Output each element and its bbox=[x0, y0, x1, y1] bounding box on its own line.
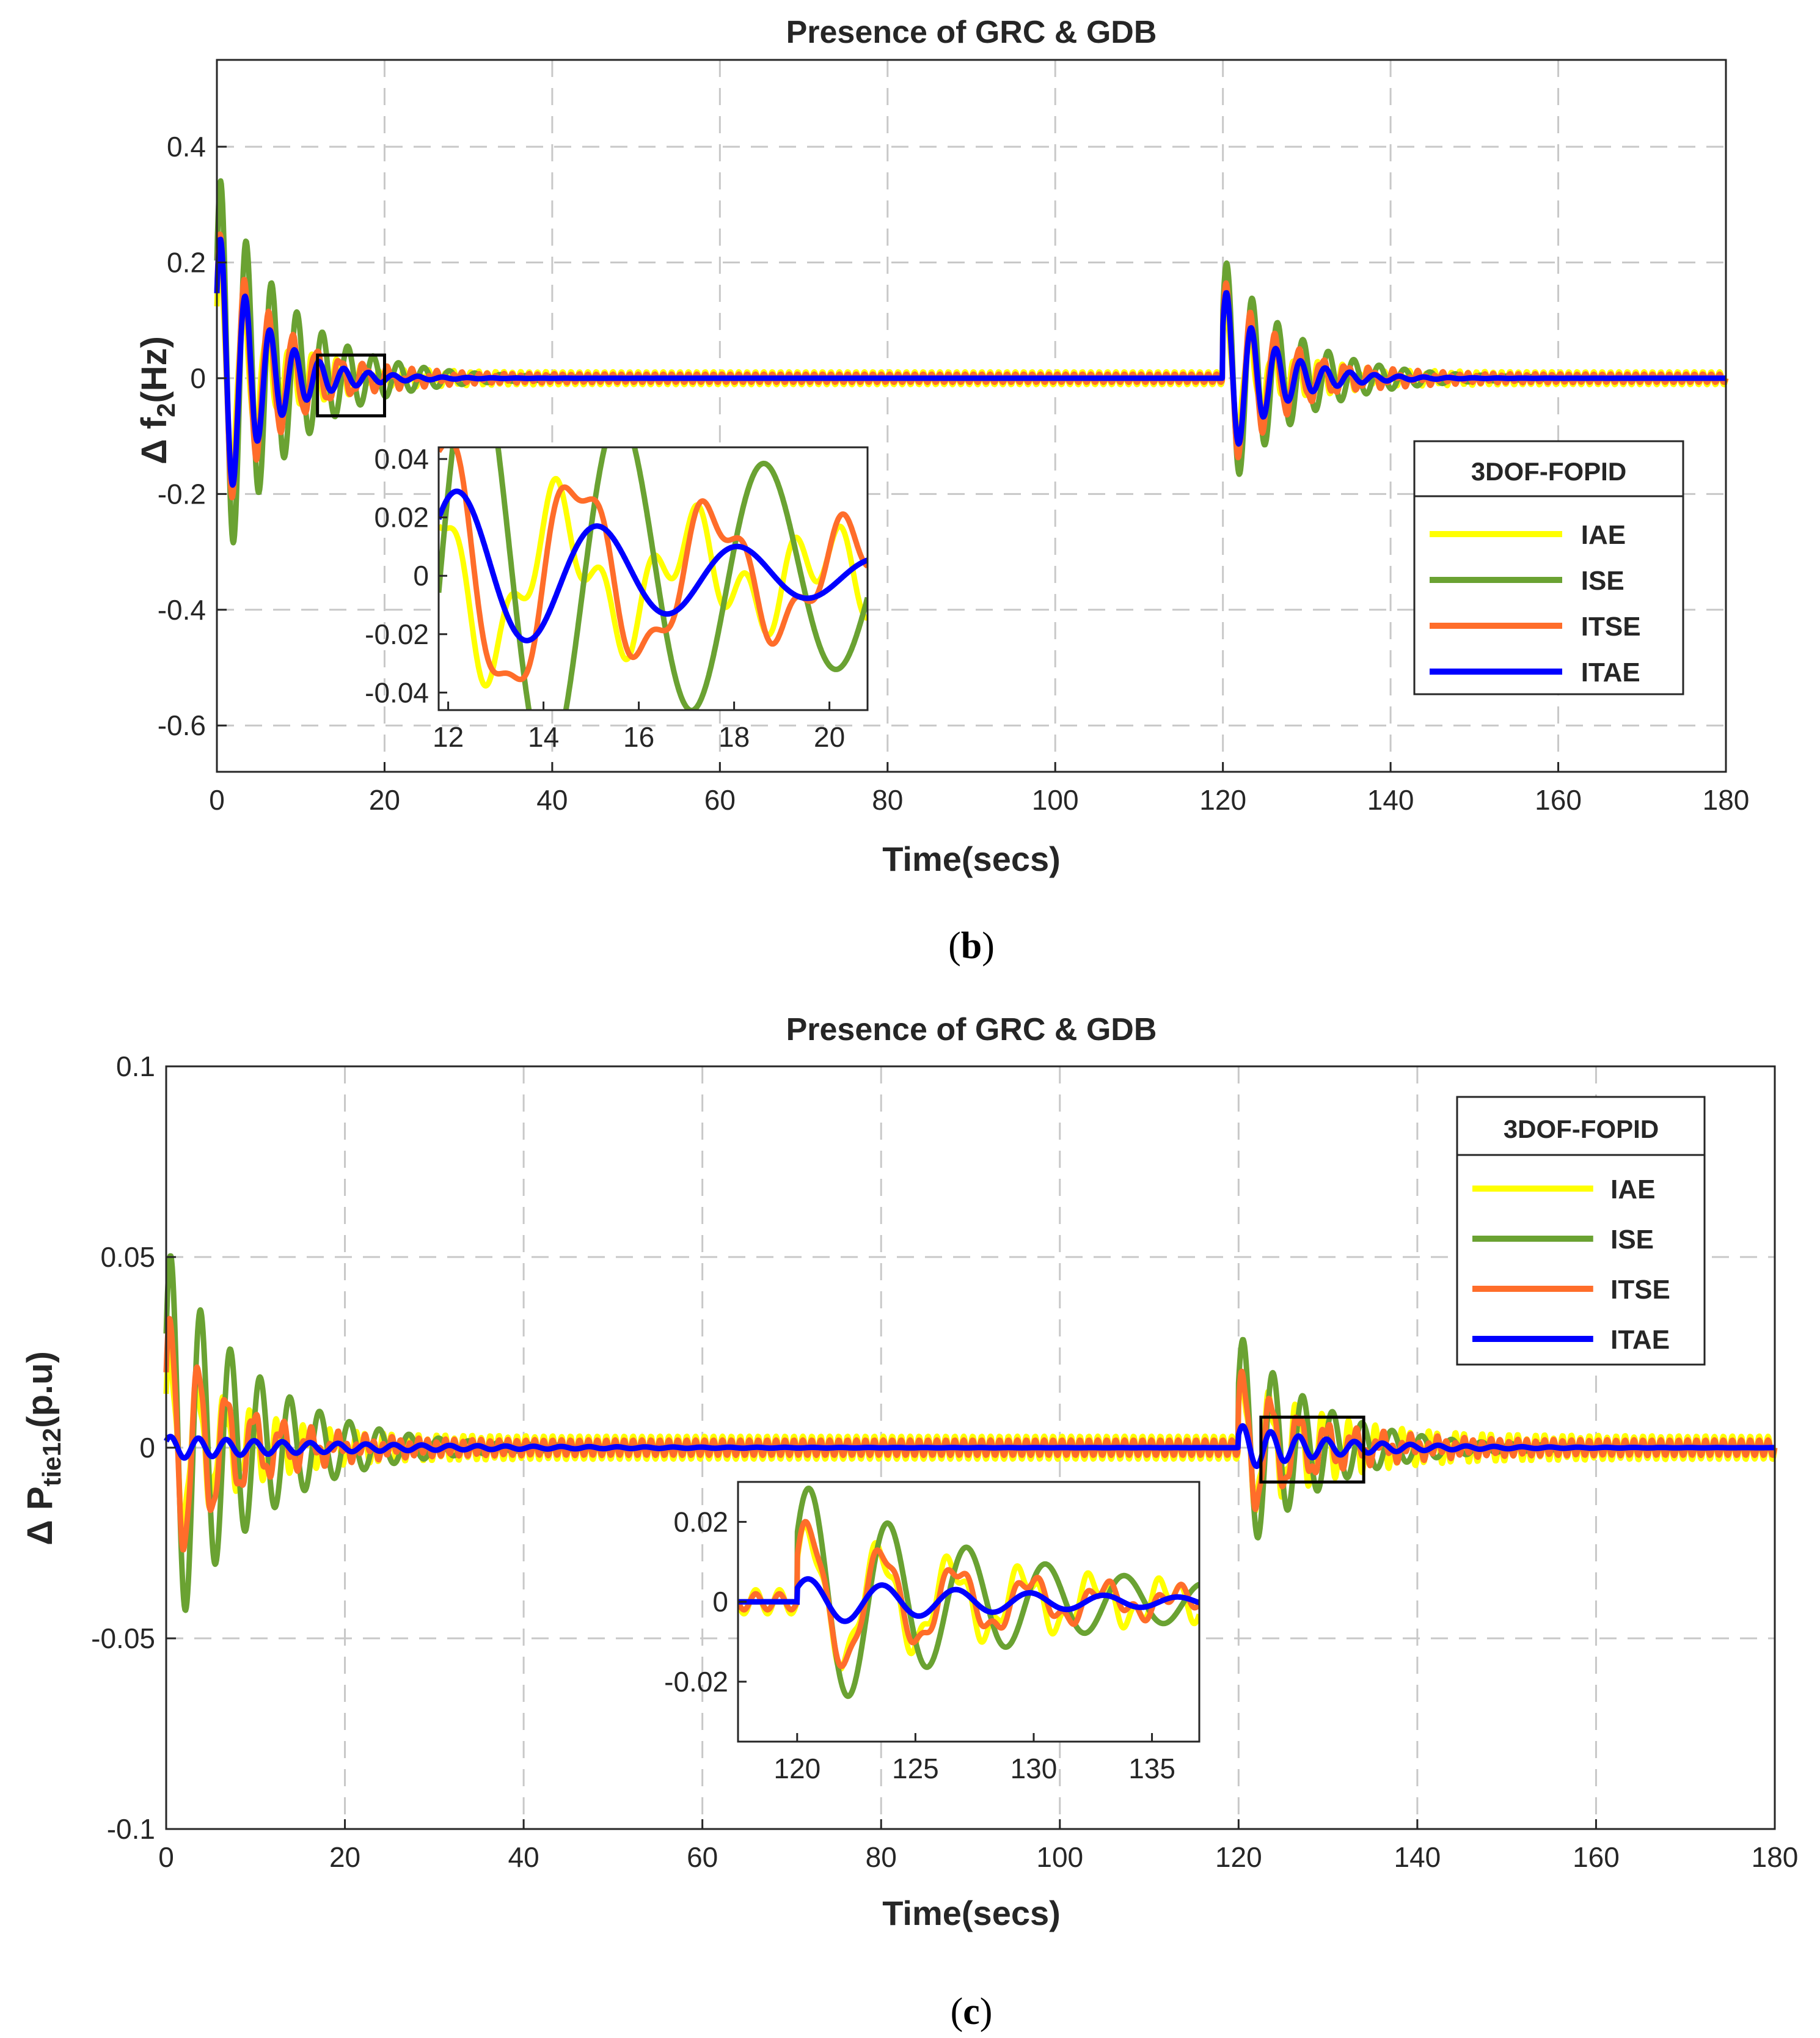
chart-c-ylabel: Δ Ptie12(p.u) bbox=[20, 1351, 66, 1545]
chart-b-xticks: 0 20 40 60 80 100 120 140 160 180 bbox=[209, 762, 1749, 816]
chart-b-legend-items: IAE ISE ITSE ITAE bbox=[1430, 520, 1641, 687]
chart-c: Presence of GRC & GDB 0 20 40 60 80 100 120 140… bbox=[20, 1012, 1798, 2033]
xtick-label-5: 100 bbox=[1036, 1841, 1083, 1873]
inset-xtick-label-2: 130 bbox=[1011, 1753, 1058, 1784]
inset-series-itae bbox=[439, 488, 868, 643]
inset-ytick-label-0: -0.02 bbox=[664, 1666, 728, 1698]
chart-c-inset: 120 125 130 135 -0.02 0 0.02 bbox=[664, 1481, 1201, 1784]
chart-c-inset-box bbox=[737, 1481, 1201, 1743]
chart-c-xlabel: Time(secs) bbox=[882, 1894, 1061, 1932]
inset-series-ise bbox=[738, 1485, 1199, 1699]
inset-xtick-label-0: 12 bbox=[433, 721, 464, 753]
chart-c-legend-items: IAE ISE ITSE ITAE bbox=[1472, 1175, 1670, 1355]
xtick-label-4: 80 bbox=[866, 1841, 897, 1873]
chart-c-legend-title: 3DOF-FOPID bbox=[1504, 1115, 1659, 1143]
inset-ytick-label-2: 0 bbox=[413, 560, 429, 592]
inset-xtick-label-1: 14 bbox=[528, 721, 559, 753]
chart-b-yticks: -0.6 -0.4 -0.2 0 0.2 0.4 bbox=[158, 131, 227, 741]
ytick-label-3: 0.05 bbox=[100, 1241, 155, 1273]
inset-xtick-label-3: 18 bbox=[718, 721, 750, 753]
inset-xtick-label-1: 125 bbox=[892, 1753, 939, 1784]
inset-series-itse bbox=[738, 1519, 1199, 1670]
inset-ytick-label-1: 0 bbox=[712, 1586, 728, 1618]
ytick-label-0: -0.1 bbox=[107, 1813, 155, 1845]
inset-xtick-label-4: 20 bbox=[814, 721, 845, 753]
xtick-label-9: 180 bbox=[1703, 784, 1750, 816]
legend-label-itse: ITSE bbox=[1581, 612, 1641, 642]
xtick-label-2: 40 bbox=[508, 1841, 539, 1873]
chart-b-xlabel: Time(secs) bbox=[882, 840, 1061, 878]
xtick-label-0: 0 bbox=[158, 1841, 174, 1873]
chart-c-caption: (c) bbox=[951, 1991, 993, 2033]
ytick-label-1: -0.4 bbox=[158, 594, 206, 626]
legend-label-iae: IAE bbox=[1610, 1175, 1655, 1204]
xtick-label-4: 80 bbox=[872, 784, 903, 816]
ytick-label-5: 0.4 bbox=[167, 131, 206, 163]
legend-label-iae: IAE bbox=[1581, 520, 1626, 550]
chart-c-inset-yticks: -0.02 0 0.02 bbox=[664, 1506, 747, 1698]
chart-b-legend-title: 3DOF-FOPID bbox=[1471, 457, 1626, 486]
ytick-label-1: -0.05 bbox=[91, 1622, 155, 1654]
ytick-label-4: 0.1 bbox=[116, 1050, 155, 1082]
series-itae bbox=[214, 236, 1728, 488]
inset-xtick-label-2: 16 bbox=[623, 721, 654, 753]
ytick-label-4: 0.2 bbox=[167, 247, 206, 279]
inset-ytick-label-2: 0.02 bbox=[673, 1506, 728, 1538]
chart-b-zoom-box bbox=[316, 353, 386, 417]
legend-label-ise: ISE bbox=[1610, 1225, 1654, 1255]
chart-c-inset-xticks: 120 125 130 135 bbox=[773, 1733, 1175, 1784]
inset-xtick-label-3: 135 bbox=[1128, 1753, 1175, 1784]
inset-ytick-label-0: -0.04 bbox=[365, 676, 429, 708]
chart-b-caption: (b) bbox=[948, 925, 995, 967]
xtick-label-6: 120 bbox=[1199, 784, 1246, 816]
series-itae bbox=[164, 1423, 1777, 1469]
xtick-label-8: 160 bbox=[1573, 1841, 1620, 1873]
legend-label-itae: ITAE bbox=[1610, 1325, 1670, 1355]
ytick-label-2: 0 bbox=[139, 1432, 155, 1464]
xtick-label-1: 20 bbox=[329, 1841, 360, 1873]
legend-label-itse: ITSE bbox=[1610, 1275, 1670, 1305]
inset-xtick-label-0: 120 bbox=[773, 1753, 820, 1784]
ytick-label-3: 0 bbox=[190, 362, 206, 394]
inset-ytick-label-3: 0.02 bbox=[374, 502, 429, 533]
chart-c-xticks: 0 20 40 60 80 100 120 140 160 180 bbox=[158, 1819, 1798, 1873]
chart-b-inset-series bbox=[439, 447, 868, 710]
inset-ytick-label-4: 0.04 bbox=[374, 443, 429, 475]
chart-b-inset: 12 14 16 18 20 -0.04 -0.02 0 0.02 0.04 bbox=[365, 443, 869, 753]
xtick-label-7: 140 bbox=[1367, 784, 1414, 816]
inset-series-itae bbox=[738, 1576, 1199, 1624]
ytick-label-0: -0.6 bbox=[158, 709, 206, 741]
chart-b-series bbox=[214, 178, 1729, 546]
legend-label-itae: ITAE bbox=[1581, 658, 1640, 687]
chart-c-title: Presence of GRC & GDB bbox=[786, 1012, 1157, 1047]
xtick-label-1: 20 bbox=[369, 784, 400, 816]
xtick-label-0: 0 bbox=[209, 784, 225, 816]
xtick-label-2: 40 bbox=[536, 784, 568, 816]
xtick-label-9: 180 bbox=[1752, 1841, 1799, 1873]
chart-b-inset-xticks: 12 14 16 18 20 bbox=[433, 702, 845, 753]
chart-b-title: Presence of GRC & GDB bbox=[786, 15, 1157, 50]
chart-b-inset-yticks: -0.04 -0.02 0 0.02 0.04 bbox=[365, 443, 447, 708]
chart-c-legend: 3DOF-FOPID IAE ISE ITSE ITAE bbox=[1456, 1096, 1706, 1366]
chart-b-legend: 3DOF-FOPID IAE ISE ITSE ITAE bbox=[1413, 440, 1684, 695]
chart-b-axes-box bbox=[216, 59, 1727, 773]
legend-label-ise: ISE bbox=[1581, 566, 1624, 596]
chart-c-series bbox=[163, 1253, 1778, 1613]
chart-c-yticks: -0.1 -0.05 0 0.05 0.1 bbox=[91, 1050, 176, 1845]
ytick-label-2: -0.2 bbox=[158, 478, 206, 510]
inset-series-ise bbox=[439, 447, 868, 710]
xtick-label-3: 60 bbox=[687, 1841, 718, 1873]
xtick-label-3: 60 bbox=[704, 784, 736, 816]
chart-b-ylabel: Δ f2(Hz) bbox=[134, 336, 180, 464]
xtick-label-5: 100 bbox=[1032, 784, 1079, 816]
xtick-label-6: 120 bbox=[1215, 1841, 1262, 1873]
inset-ytick-label-1: -0.02 bbox=[365, 618, 429, 650]
xtick-label-7: 140 bbox=[1394, 1841, 1441, 1873]
chart-b-inset-box bbox=[437, 446, 869, 711]
chart-c-inset-series bbox=[738, 1485, 1199, 1699]
chart-c-zoom-box bbox=[1259, 1415, 1365, 1484]
xtick-label-8: 160 bbox=[1535, 784, 1582, 816]
chart-b: Presence of GRC & GDB 0 20 40 60 80 100 120 140… bbox=[134, 15, 1749, 967]
